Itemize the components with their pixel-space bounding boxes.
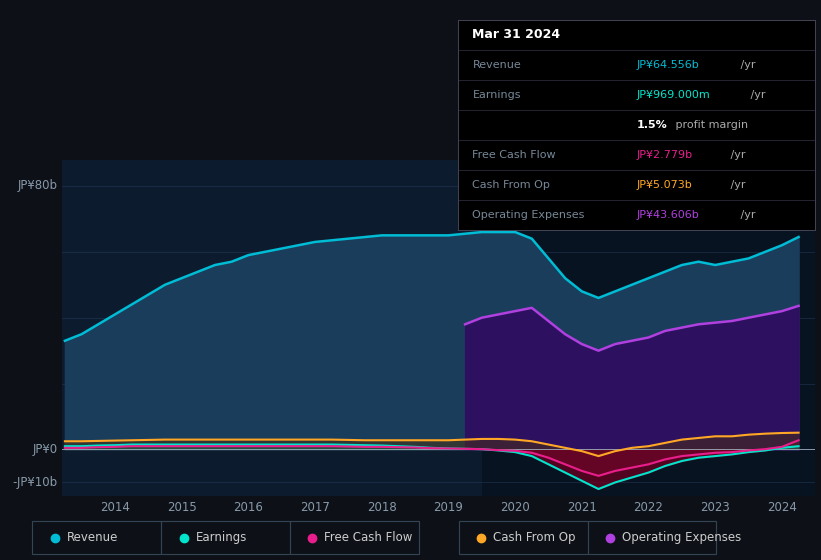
Text: JP¥80b: JP¥80b [18, 179, 57, 193]
Text: 1.5%: 1.5% [637, 120, 667, 129]
Text: /yr: /yr [746, 90, 765, 100]
Text: Cash From Op: Cash From Op [472, 180, 550, 190]
Text: Revenue: Revenue [67, 531, 118, 544]
Text: JP¥969.000m: JP¥969.000m [637, 90, 710, 100]
Text: /yr: /yr [736, 59, 755, 69]
Text: profit margin: profit margin [672, 120, 749, 129]
Text: JP¥5.073b: JP¥5.073b [637, 180, 692, 190]
Text: Operating Expenses: Operating Expenses [622, 531, 741, 544]
Text: JP¥0: JP¥0 [33, 443, 57, 456]
Text: /yr: /yr [727, 180, 745, 190]
Text: JP¥64.556b: JP¥64.556b [637, 59, 699, 69]
Bar [482, 160, 815, 496]
Text: -JP¥10b: -JP¥10b [12, 476, 57, 489]
Text: /yr: /yr [736, 209, 755, 220]
Text: Mar 31 2024: Mar 31 2024 [472, 28, 561, 41]
Text: Cash From Op: Cash From Op [493, 531, 576, 544]
Text: Free Cash Flow: Free Cash Flow [324, 531, 413, 544]
Text: Earnings: Earnings [195, 531, 247, 544]
Text: Free Cash Flow: Free Cash Flow [472, 150, 556, 160]
Text: /yr: /yr [727, 150, 745, 160]
Text: JP¥2.779b: JP¥2.779b [637, 150, 693, 160]
Text: Earnings: Earnings [472, 90, 521, 100]
Text: Operating Expenses: Operating Expenses [472, 209, 585, 220]
Text: JP¥43.606b: JP¥43.606b [637, 209, 699, 220]
Text: Revenue: Revenue [472, 59, 521, 69]
